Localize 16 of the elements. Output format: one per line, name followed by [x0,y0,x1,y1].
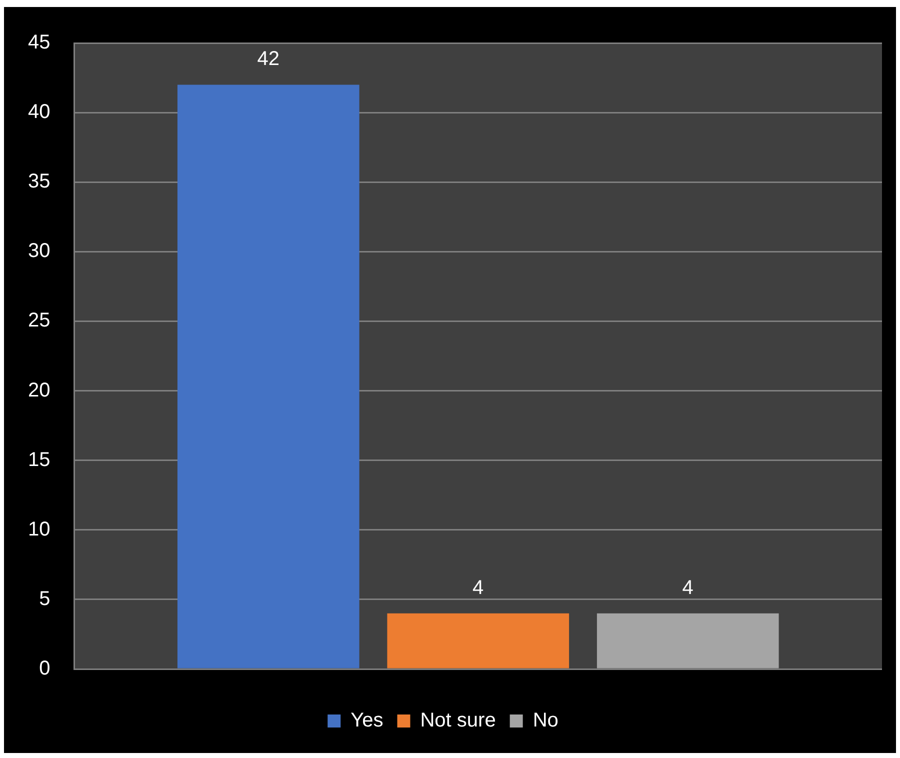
y-tick-label: 25 [28,310,50,332]
y-tick-label: 20 [28,379,50,402]
y-tick-label: 45 [28,32,50,54]
legend-label: Not sure [420,710,496,732]
y-tick-label: 5 [39,588,50,610]
data-label: 4 [472,576,484,599]
y-tick-label: 0 [39,658,50,680]
data-label: 4 [682,576,694,599]
y-tick-label: 10 [28,518,50,540]
y-tick-label: 35 [28,170,50,193]
legend-label: No [532,710,558,732]
y-tick-label: 40 [28,101,50,124]
y-tick-label: 30 [28,240,50,262]
y-tick-label: 15 [28,448,50,471]
legend-label: Yes [350,710,384,732]
data-label: 42 [257,48,280,70]
